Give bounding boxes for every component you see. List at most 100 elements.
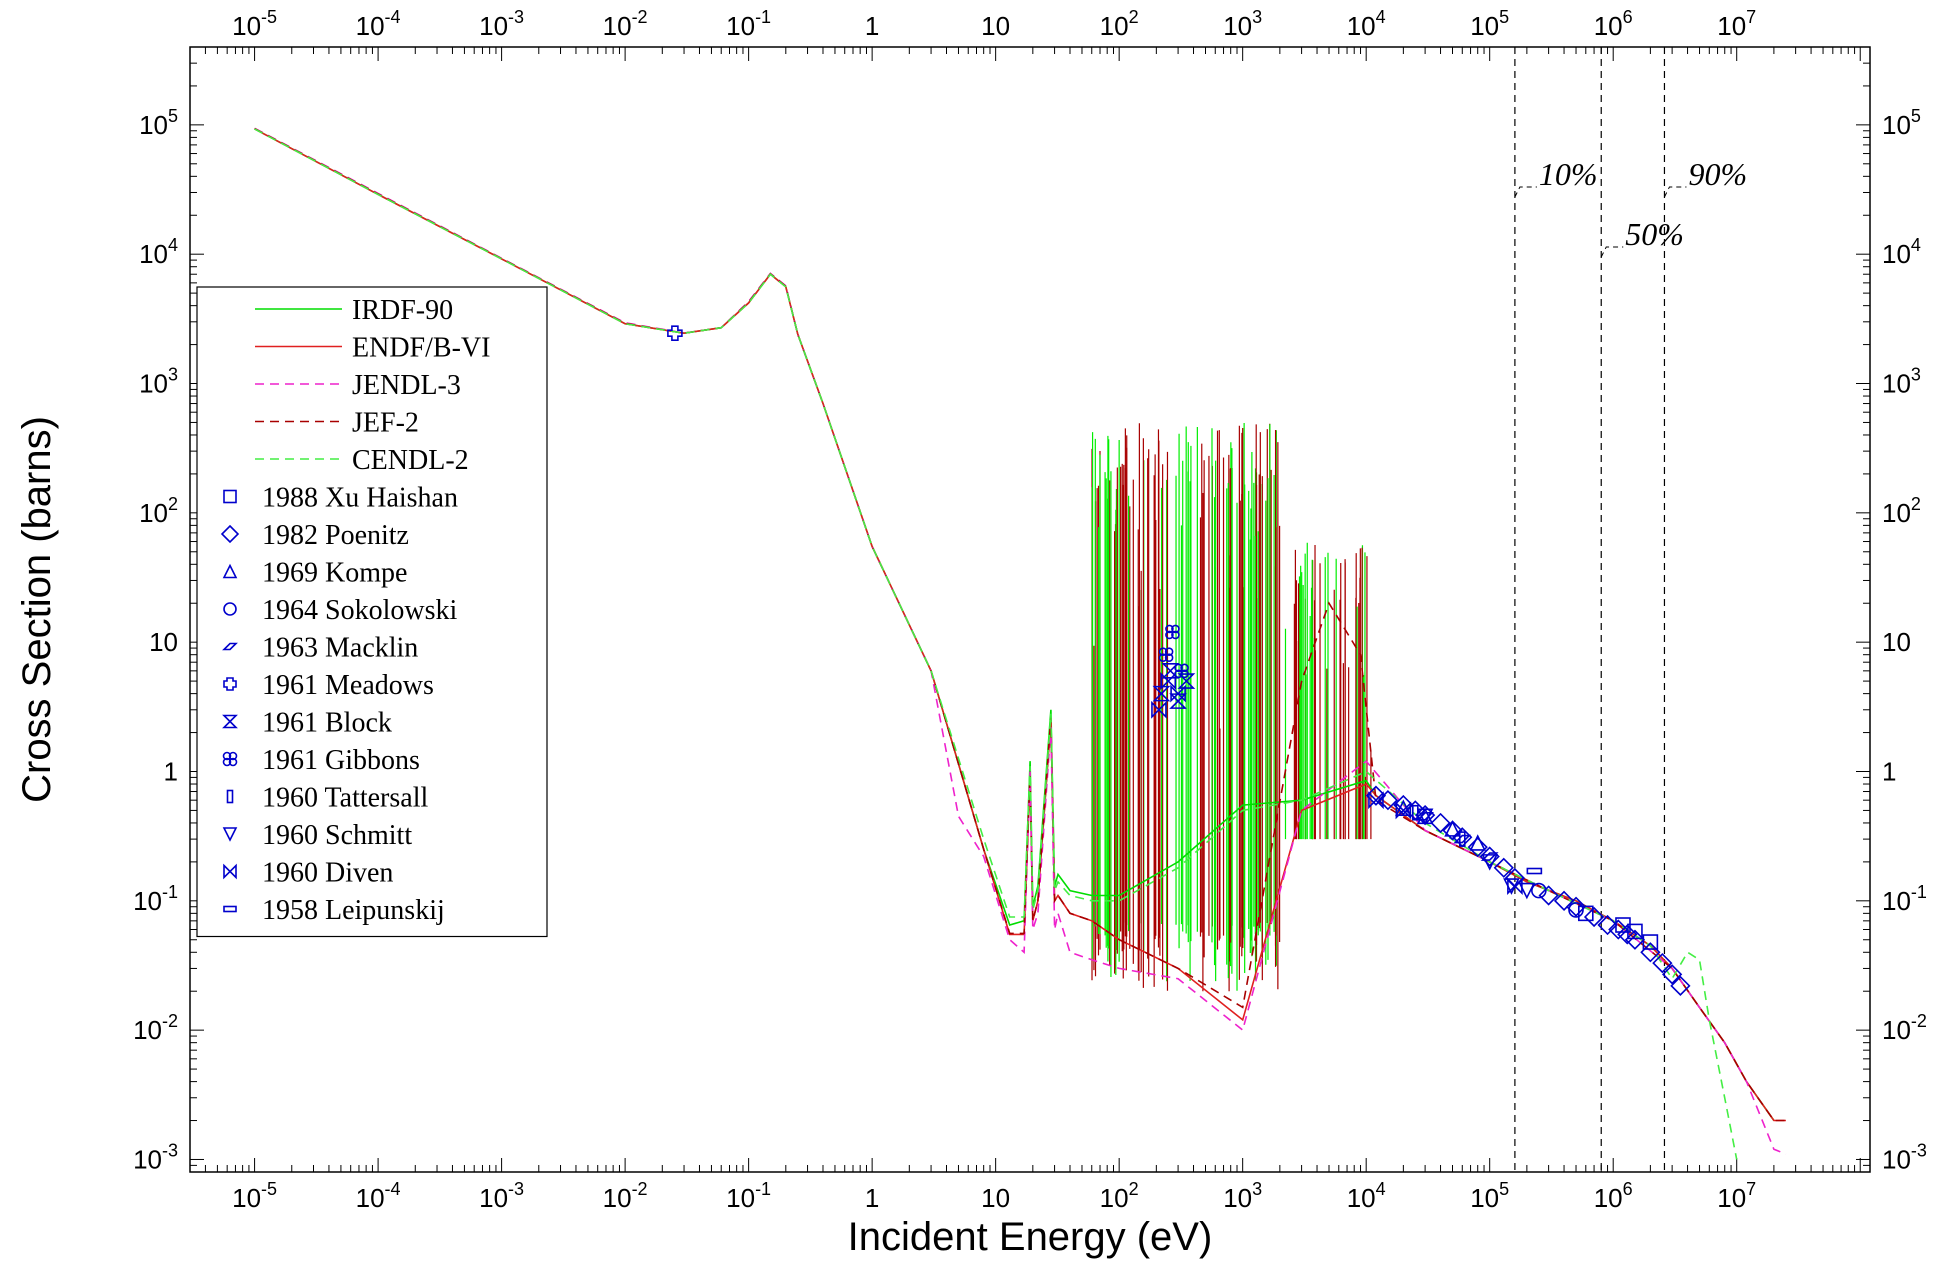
- y-tick-label: 10: [149, 627, 178, 657]
- series-line-cendl-2: [254, 128, 1738, 1160]
- y-tick-label-right: 105: [1882, 106, 1921, 140]
- legend-label: 1960 Tattersall: [262, 783, 428, 814]
- legend-label: 1961 Gibbons: [262, 745, 420, 776]
- data-point-bowtie: [1368, 791, 1384, 810]
- y-tick-label: 102: [139, 494, 178, 528]
- x-tick-label: 10-2: [603, 1179, 648, 1213]
- data-point-diamond: [1442, 820, 1463, 841]
- x-tick-label-top: 10-1: [726, 7, 771, 41]
- data-point-bowtie: [1395, 801, 1412, 820]
- percentile-leader: [1600, 246, 1624, 258]
- experimental-points: [667, 325, 1691, 996]
- evaluated-data-lines: [254, 127, 1787, 1160]
- legend-label: ENDF/B-VI: [352, 333, 490, 364]
- x-tick-label: 105: [1470, 1179, 1509, 1213]
- y-axis-tick-labels-right: 10-3 10-2 10-1 1 10 102 103 104 105: [1882, 106, 1927, 1175]
- y-tick-label: 10-1: [133, 882, 178, 916]
- legend-label: CENDL-2: [352, 445, 469, 476]
- y-tick-label-right: 104: [1882, 235, 1921, 269]
- legend-label: JEF-2: [352, 408, 419, 439]
- x-tick-label-top: 10-2: [603, 7, 648, 41]
- data-point-bowtie: [1151, 700, 1167, 719]
- legend-marker-hourglass: [222, 714, 238, 729]
- y-tick-label: 10-3: [133, 1140, 178, 1174]
- y-tick-label-right: 102: [1882, 494, 1921, 528]
- plot-frame: [189, 46, 1871, 1173]
- legend-marker-quad-circle: [222, 751, 238, 767]
- legend-label: 1982 Poenitz: [262, 520, 409, 551]
- x-tick-label: 10-3: [479, 1179, 524, 1213]
- x-tick-label: 10-4: [356, 1179, 401, 1213]
- legend-marker-triangle-up: [222, 563, 238, 579]
- y-axis-title: Cross Section (barns): [15, 416, 59, 803]
- data-point-diamond: [1467, 837, 1488, 858]
- data-point-rectangle: [1412, 804, 1419, 821]
- data-point-diamond: [1640, 942, 1661, 963]
- y-tick-label: 10-2: [133, 1011, 178, 1045]
- data-point-diamond: [1553, 890, 1575, 911]
- legend-marker-circle: [223, 602, 237, 616]
- y-tick-label-right: 10-2: [1882, 1011, 1927, 1045]
- legend-label: 1958 Leipunskij: [262, 895, 445, 926]
- x-tick-label: 106: [1594, 1179, 1633, 1213]
- x-tick-label-top: 105: [1470, 7, 1509, 41]
- x-tick-label: 103: [1223, 1179, 1262, 1213]
- data-point-diamond: [1670, 975, 1691, 996]
- legend-label: 1963 Macklin: [262, 633, 418, 664]
- x-tick-label-top: 104: [1347, 7, 1386, 41]
- data-point-quad-circle: [1158, 647, 1174, 662]
- x-axis-tick-labels-top: 10-5 10-4 10-3 10-2 10-1 1 10 102 103 104 105 106 10…: [232, 7, 1756, 41]
- x-axis-tick-labels-bottom: 10-5 10-4 10-3 10-2 10-1 1 10 102 103 104 105 106 10…: [232, 1179, 1756, 1213]
- legend-marker-rectangle: [226, 789, 234, 804]
- resonance-forest: [1091, 422, 1372, 992]
- x-tick-label-top: 10-5: [232, 7, 277, 41]
- x-tick-label-top: 10: [981, 11, 1010, 41]
- y-tick-label-right: 1: [1882, 756, 1896, 786]
- percentile-label: 50%: [1625, 216, 1684, 252]
- legend-box: [196, 286, 548, 938]
- legend-label: 1988 Xu Haishan: [262, 483, 458, 514]
- y-tick-label-right: 10-1: [1882, 882, 1927, 916]
- legend-label: 1969 Kompe: [262, 558, 407, 589]
- data-point-square: [1642, 934, 1659, 950]
- data-point-diamond: [1608, 919, 1629, 940]
- legend-label: JENDL-3: [352, 370, 461, 401]
- percentile-lines: 10% 50%90%: [1514, 47, 1747, 1172]
- y-tick-label: 103: [139, 365, 178, 399]
- x-tick-label: 10-1: [726, 1179, 771, 1213]
- data-point-bowtie: [1507, 877, 1523, 896]
- y-axis-tick-labels-left: 10-3 10-2 10-1 1 10 102 103 104 105: [133, 106, 178, 1175]
- x-axis-title: Incident Energy (eV): [848, 1215, 1213, 1259]
- plot-border: [189, 46, 1871, 1173]
- data-point-hourglass: [1161, 663, 1180, 679]
- data-point-bar: [1526, 867, 1543, 875]
- legend-label: 1960 Diven: [262, 858, 393, 889]
- data-point-triangle-down: [1518, 882, 1536, 900]
- data-point-diamond: [1565, 896, 1587, 917]
- x-tick-label: 1: [865, 1183, 879, 1213]
- y-tick-label-right: 10-3: [1882, 1140, 1927, 1174]
- x-tick-label-top: 1: [865, 11, 879, 41]
- x-tick-label-top: 103: [1223, 7, 1262, 41]
- data-point-rectangle: [1458, 831, 1466, 847]
- x-tick-label: 10: [981, 1183, 1010, 1213]
- legend-marker-cross: [223, 677, 237, 691]
- x-tick-label: 102: [1100, 1179, 1139, 1213]
- data-point-hourglass: [1169, 693, 1188, 709]
- data-point-diamond: [1493, 857, 1514, 878]
- data-point-bowtie: [1160, 672, 1177, 691]
- data-point-triangle-down: [1481, 854, 1498, 871]
- data-point-quad-circle: [1165, 624, 1180, 640]
- data-point-diamond: [1538, 885, 1559, 906]
- y-tick-label: 1: [164, 756, 178, 786]
- data-point-diamond: [1377, 790, 1399, 811]
- data-point-circle: [1531, 882, 1547, 899]
- data-point-diamond: [1393, 794, 1414, 816]
- percentile-label: 90%: [1688, 156, 1747, 192]
- legend-marker-triangle-down: [222, 827, 238, 842]
- legend: IRDF-90 ENDF/B-VI JENDL-3 JEF-2 CENDL-2 1988 …: [196, 286, 548, 938]
- data-point-circle: [1568, 902, 1584, 918]
- data-point-diamond: [1661, 964, 1683, 985]
- x-tick-label-top: 107: [1717, 7, 1756, 41]
